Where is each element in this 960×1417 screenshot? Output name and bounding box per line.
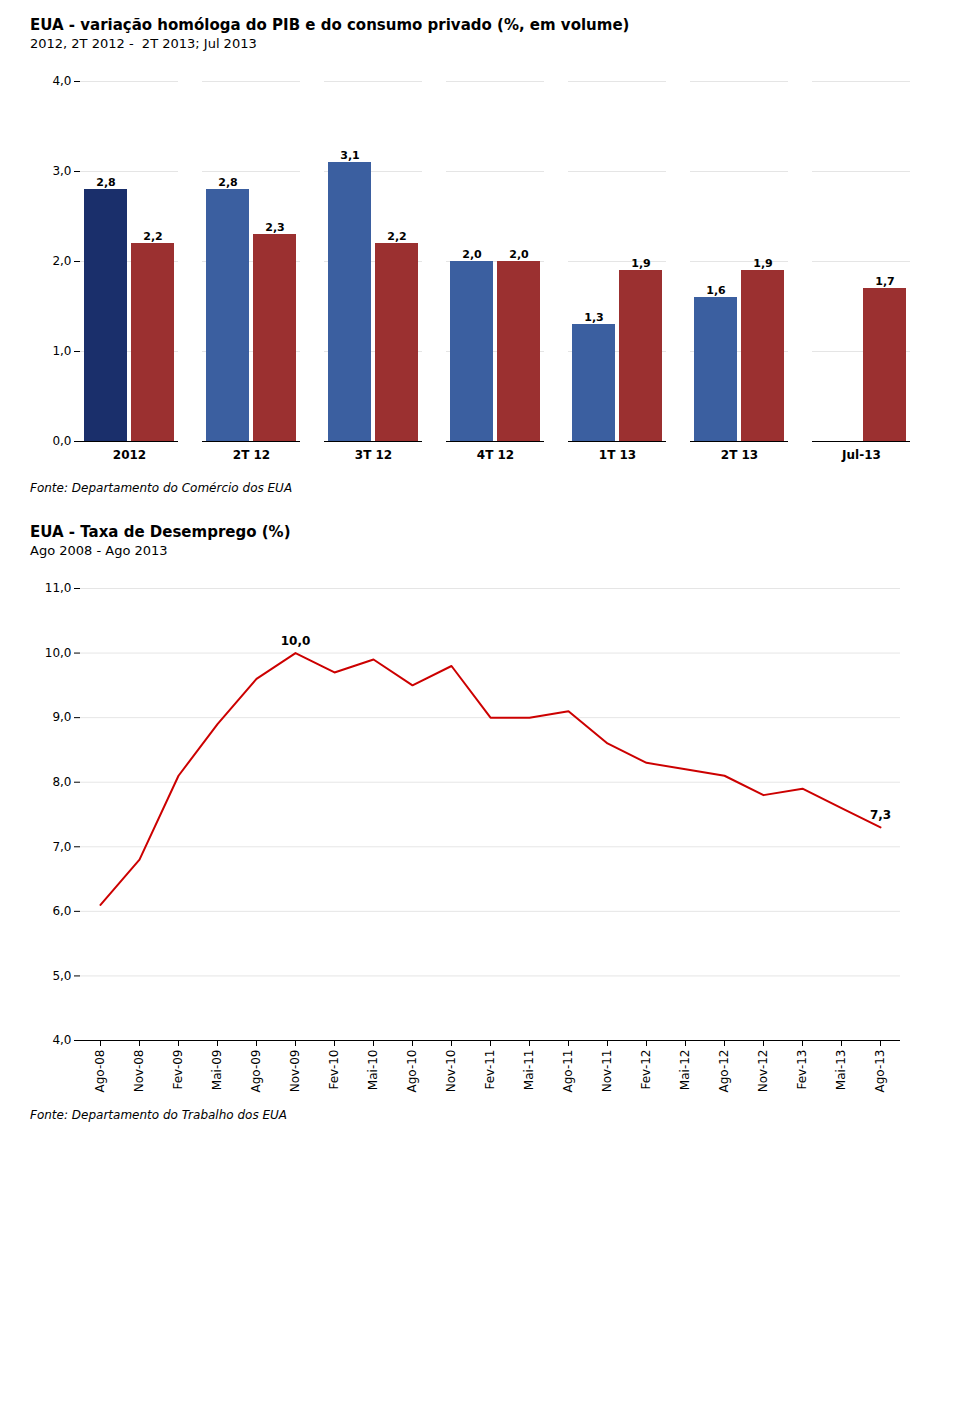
svg-text:Ago-08: Ago-08 <box>93 1050 107 1093</box>
svg-text:Mai-11: Mai-11 <box>522 1050 536 1091</box>
svg-text:1,7: 1,7 <box>875 275 895 288</box>
svg-text:10,0: 10,0 <box>281 634 311 648</box>
svg-text:10,0: 10,0 <box>45 646 72 660</box>
svg-text:Ago-09: Ago-09 <box>249 1050 263 1093</box>
svg-text:8,0: 8,0 <box>52 775 71 789</box>
svg-text:Mai-10: Mai-10 <box>366 1050 380 1091</box>
svg-text:1,9: 1,9 <box>753 257 773 270</box>
svg-text:Ago-11: Ago-11 <box>561 1050 575 1093</box>
svg-text:Fev-12: Fev-12 <box>639 1050 653 1090</box>
html-text:EUA - Taxa de Desemprego (%): EUA - Taxa de Desemprego (%) <box>30 523 291 541</box>
html-text:Ago 2008 - Ago 2013: Ago 2008 - Ago 2013 <box>30 543 168 558</box>
svg-text:2,2: 2,2 <box>143 230 163 243</box>
svg-text:0,0: 0,0 <box>52 434 71 448</box>
svg-text:1,0: 1,0 <box>52 344 71 358</box>
svg-text:3,1: 3,1 <box>340 149 360 162</box>
svg-text:4T 12: 4T 12 <box>477 448 514 462</box>
svg-text:Fev-09: Fev-09 <box>171 1050 185 1090</box>
svg-text:4,0: 4,0 <box>52 1033 71 1047</box>
svg-text:Nov-12: Nov-12 <box>756 1050 770 1093</box>
html-text:2012, 2T 2012 - 2T 2013; Jul 2: 2012, 2T 2012 - 2T 2013; Jul 2013 <box>30 36 257 51</box>
svg-text:3T 12: 3T 12 <box>355 448 392 462</box>
svg-text:1T 13: 1T 13 <box>599 448 636 462</box>
svg-text:2,8: 2,8 <box>218 176 238 189</box>
svg-text:1,6: 1,6 <box>706 284 726 297</box>
svg-text:Mai-12: Mai-12 <box>678 1050 692 1091</box>
svg-text:2,2: 2,2 <box>387 230 407 243</box>
svg-text:5,0: 5,0 <box>52 969 71 983</box>
svg-text:Nov-09: Nov-09 <box>288 1050 302 1093</box>
svg-text:2T 12: 2T 12 <box>233 448 270 462</box>
svg-text:2,3: 2,3 <box>265 221 285 234</box>
svg-text:Mai-13: Mai-13 <box>834 1050 848 1091</box>
svg-text:Nov-10: Nov-10 <box>444 1050 458 1093</box>
svg-text:Jul-13: Jul-13 <box>841 448 881 462</box>
svg-text:2T 13: 2T 13 <box>721 448 758 462</box>
html-text:EUA - variação homóloga do PIB: EUA - variação homóloga do PIB e do cons… <box>30 16 630 34</box>
html-text:Fonte: Departamento do Comérci: Fonte: Departamento do Comércio dos EUA <box>30 481 293 495</box>
svg-text:1,9: 1,9 <box>631 257 651 270</box>
svg-text:Mai-09: Mai-09 <box>210 1050 224 1091</box>
html-text:Fonte: Departamento do Trabalh: Fonte: Departamento do Trabalho dos EUA <box>30 1108 287 1122</box>
svg-text:Nov-08: Nov-08 <box>132 1050 146 1093</box>
svg-text:2,8: 2,8 <box>96 176 116 189</box>
svg-text:Ago-13: Ago-13 <box>873 1050 887 1093</box>
svg-text:2,0: 2,0 <box>509 248 529 261</box>
svg-text:Fev-11: Fev-11 <box>483 1050 497 1090</box>
svg-text:Fev-13: Fev-13 <box>795 1050 809 1090</box>
svg-text:3,0: 3,0 <box>52 164 71 178</box>
svg-text:Fev-10: Fev-10 <box>327 1050 341 1090</box>
svg-text:1,3: 1,3 <box>584 311 604 324</box>
svg-text:Ago-12: Ago-12 <box>717 1050 731 1093</box>
svg-text:2012: 2012 <box>113 448 146 462</box>
svg-text:Nov-11: Nov-11 <box>600 1050 614 1093</box>
svg-text:Ago-10: Ago-10 <box>405 1050 419 1093</box>
svg-text:7,3: 7,3 <box>870 808 891 822</box>
svg-text:9,0: 9,0 <box>52 710 71 724</box>
svg-text:7,0: 7,0 <box>52 840 71 854</box>
svg-text:4,0: 4,0 <box>52 74 71 88</box>
svg-text:11,0: 11,0 <box>45 581 72 595</box>
svg-text:2,0: 2,0 <box>462 248 482 261</box>
svg-text:6,0: 6,0 <box>52 904 71 918</box>
svg-text:2,0: 2,0 <box>52 254 71 268</box>
